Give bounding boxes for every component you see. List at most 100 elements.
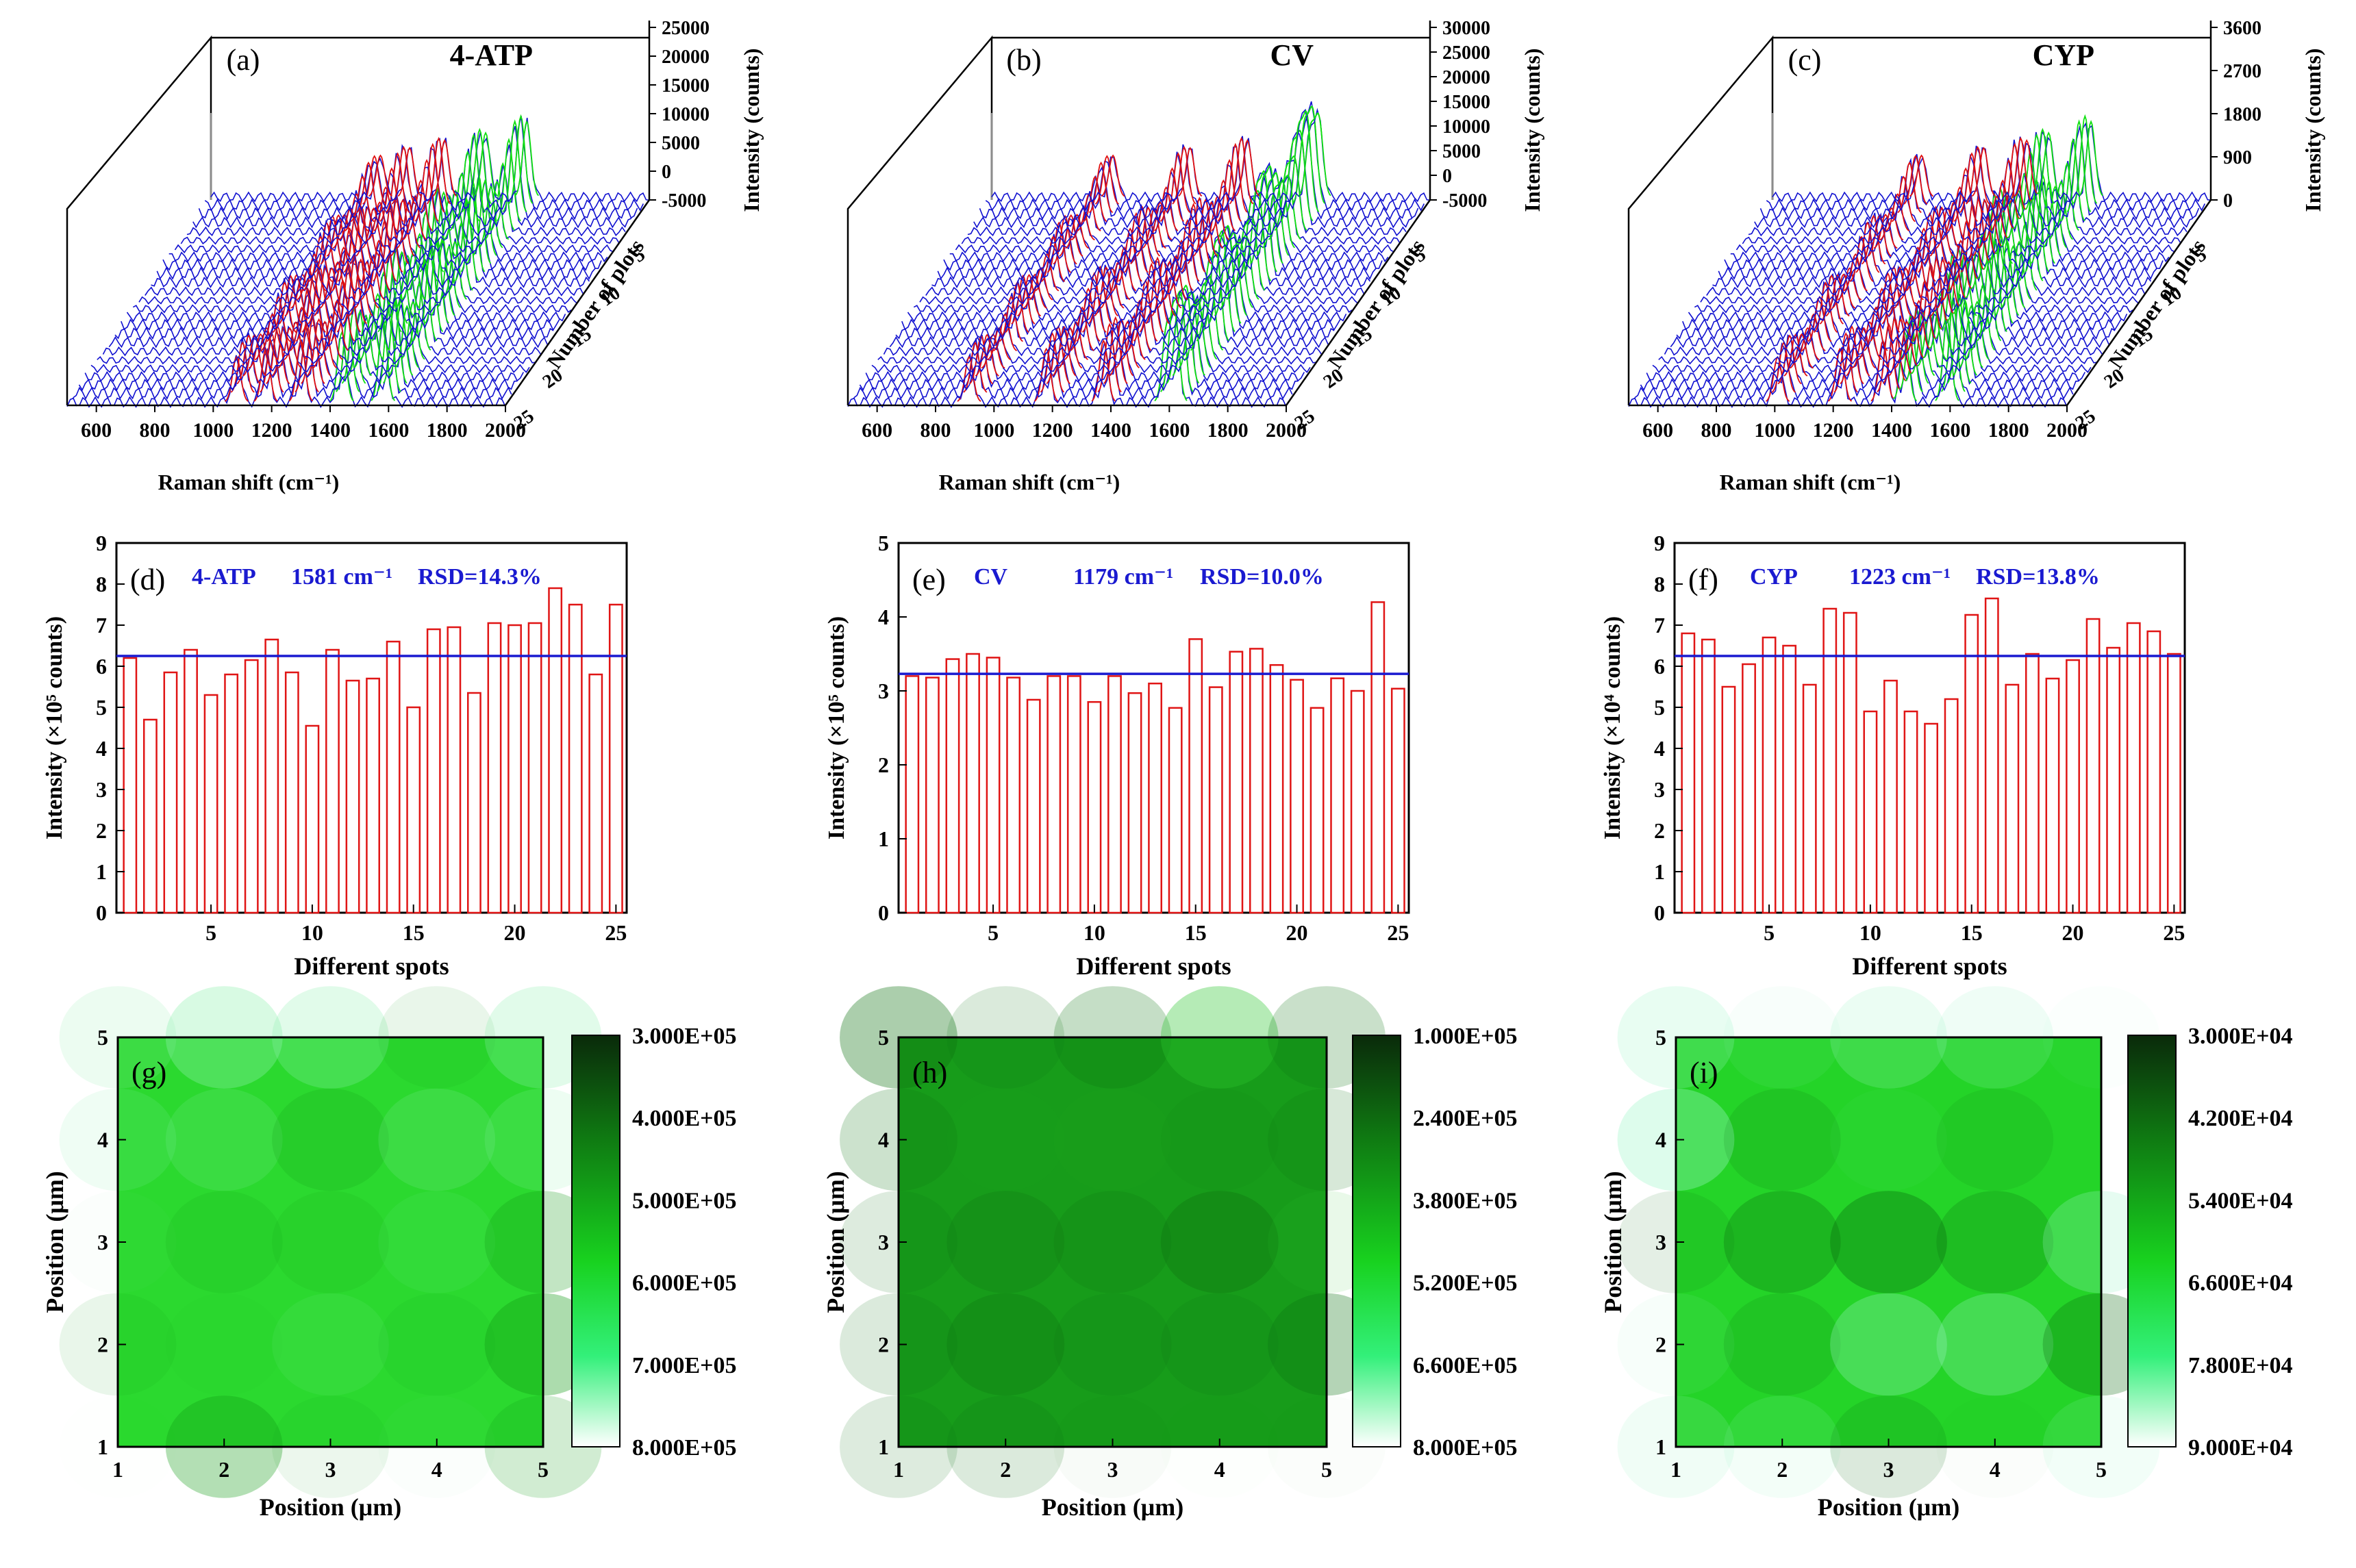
bar xyxy=(1944,698,1959,914)
z-tick-label: 15000 xyxy=(1442,92,1490,113)
spectrum-peak xyxy=(442,240,467,300)
spectrum-peak xyxy=(1971,147,1996,197)
bar xyxy=(1066,675,1081,914)
y-axis-label: Position (μm) xyxy=(1599,1171,1627,1313)
spectrum-peak xyxy=(373,186,398,231)
depth-axis-label: Number of plots xyxy=(542,235,649,373)
x-axis-label: Raman shift (cm⁻¹) xyxy=(1720,470,1901,494)
x-tick-label: 2 xyxy=(1777,1457,1788,1482)
y-axis-label: Position (μm) xyxy=(822,1171,849,1313)
heatmap-background xyxy=(118,1037,543,1447)
spectrum-trace xyxy=(847,311,1287,409)
spectrum-trace xyxy=(126,242,566,323)
x-tick-label: 3 xyxy=(1883,1457,1894,1482)
spectrum-peak xyxy=(1851,327,1877,369)
spectrum-trace xyxy=(162,179,602,272)
z-tick-label: 20000 xyxy=(662,47,710,68)
heat-cell xyxy=(1936,1293,2054,1396)
spectrum-trace xyxy=(1759,125,2200,220)
bar-chart-d: 0 1 2 3 4 5 6 7 8 9 5 10 15 20 25 Different spots Intens… xyxy=(42,531,628,980)
bar xyxy=(608,603,623,914)
x-axis-label: Position (μm) xyxy=(1818,1493,1959,1521)
waterfall-b: 600 800 1000 1200 1400 1600 1800 2000 Raman shif… xyxy=(847,18,1544,494)
spectrum-peak xyxy=(1264,171,1290,256)
x-tick-label: 2 xyxy=(218,1457,229,1482)
bar xyxy=(406,706,421,914)
y-axis-depth xyxy=(1285,199,1431,406)
spectrum-peak xyxy=(1091,339,1116,402)
spectrum-peak xyxy=(1838,267,1862,301)
spectrum-peak xyxy=(385,152,410,213)
spectrum-peak xyxy=(266,296,291,342)
bar xyxy=(1924,722,1939,914)
spectrum-peak xyxy=(1894,320,1919,368)
spectrum-peak xyxy=(987,327,1012,361)
colorbar-label: 6.600E+05 xyxy=(1413,1353,1518,1378)
spectrum-peak xyxy=(1181,290,1205,376)
colorbar xyxy=(571,1035,621,1447)
spectrum-peak xyxy=(414,159,439,222)
spectrum-peak xyxy=(1903,155,1928,205)
y-axis-label: Intensity (×10⁵ counts) xyxy=(42,616,67,839)
spectrum-peak xyxy=(1918,212,1942,273)
spectrum-peak xyxy=(1867,214,1892,257)
spectrum-trace xyxy=(883,275,1323,357)
spectrum-peak xyxy=(2066,119,2092,212)
heat-cell xyxy=(1830,1293,1947,1396)
x-tick-label: 600 xyxy=(862,419,892,442)
spectrum-peak xyxy=(1094,155,1119,205)
y-tick-label: 5 xyxy=(878,1025,889,1050)
x-tick-label: 800 xyxy=(920,419,951,442)
spectrum-peak xyxy=(308,265,332,325)
bar xyxy=(2025,653,2040,914)
waterfall-c: 600 800 1000 1200 1400 1600 1800 2000 Raman shif… xyxy=(1627,18,2325,494)
bar xyxy=(1701,638,1716,914)
x-tick-label: 1000 xyxy=(192,419,234,442)
bar xyxy=(426,628,441,914)
spectrum-peak xyxy=(1058,327,1083,369)
heat-cell xyxy=(1723,1293,1841,1396)
spectrum-trace xyxy=(907,227,1347,323)
spectrum-peak xyxy=(397,147,422,197)
panel-label: (i) xyxy=(1690,1056,1718,1089)
heat-cell xyxy=(1053,1191,1172,1293)
analyte-label: 4-ATP xyxy=(192,564,256,590)
bar xyxy=(1721,685,1736,914)
y-tick-label: 7 xyxy=(96,613,107,637)
spectrum-trace xyxy=(853,296,1293,400)
panel-label: (g) xyxy=(131,1056,166,1089)
colorbar xyxy=(1352,1035,1401,1447)
z-axis-label: Intensity (counts) xyxy=(739,48,764,212)
spectrum-peak xyxy=(254,327,279,361)
spectrum-peak xyxy=(1160,167,1185,222)
x-tick-label: 1200 xyxy=(1032,419,1073,442)
spectrum-peak xyxy=(368,154,393,197)
spectrum-peak xyxy=(461,133,486,213)
spectrum-peak xyxy=(326,214,351,257)
spectrum-peak xyxy=(1294,110,1320,212)
spectrum-peak xyxy=(379,167,404,222)
x-tick-label: 25 xyxy=(1387,920,1409,945)
spectrum-trace xyxy=(1646,303,2086,383)
colorbar-label: 6.000E+05 xyxy=(632,1271,737,1296)
spectrum-peak xyxy=(1905,246,1930,292)
spectrum-peak xyxy=(963,341,988,393)
spectrum-peak xyxy=(1888,266,1912,317)
spectrum-peak xyxy=(1909,154,1934,197)
y-tick-label: 3 xyxy=(878,679,889,703)
bar xyxy=(1188,638,1203,914)
spectrum-trace xyxy=(1688,244,2128,323)
spectrum-peak xyxy=(455,150,480,222)
bar xyxy=(1290,679,1304,914)
heatmap-g: 1 2 3 4 5 1 2 3 4 5 Position (μm) Position (μm) (g) 3… xyxy=(41,986,737,1521)
spectrum-peak xyxy=(1223,142,1248,213)
bar xyxy=(2005,683,2020,914)
spectrum-trace xyxy=(877,290,1316,365)
heat-cell xyxy=(1936,1088,2054,1191)
spectrum-peak xyxy=(1157,260,1182,309)
spectrum-peak xyxy=(975,333,999,377)
spectrum-trace xyxy=(73,302,512,400)
spectrum-peak xyxy=(1029,267,1053,301)
spectrum-trace xyxy=(919,233,1359,305)
